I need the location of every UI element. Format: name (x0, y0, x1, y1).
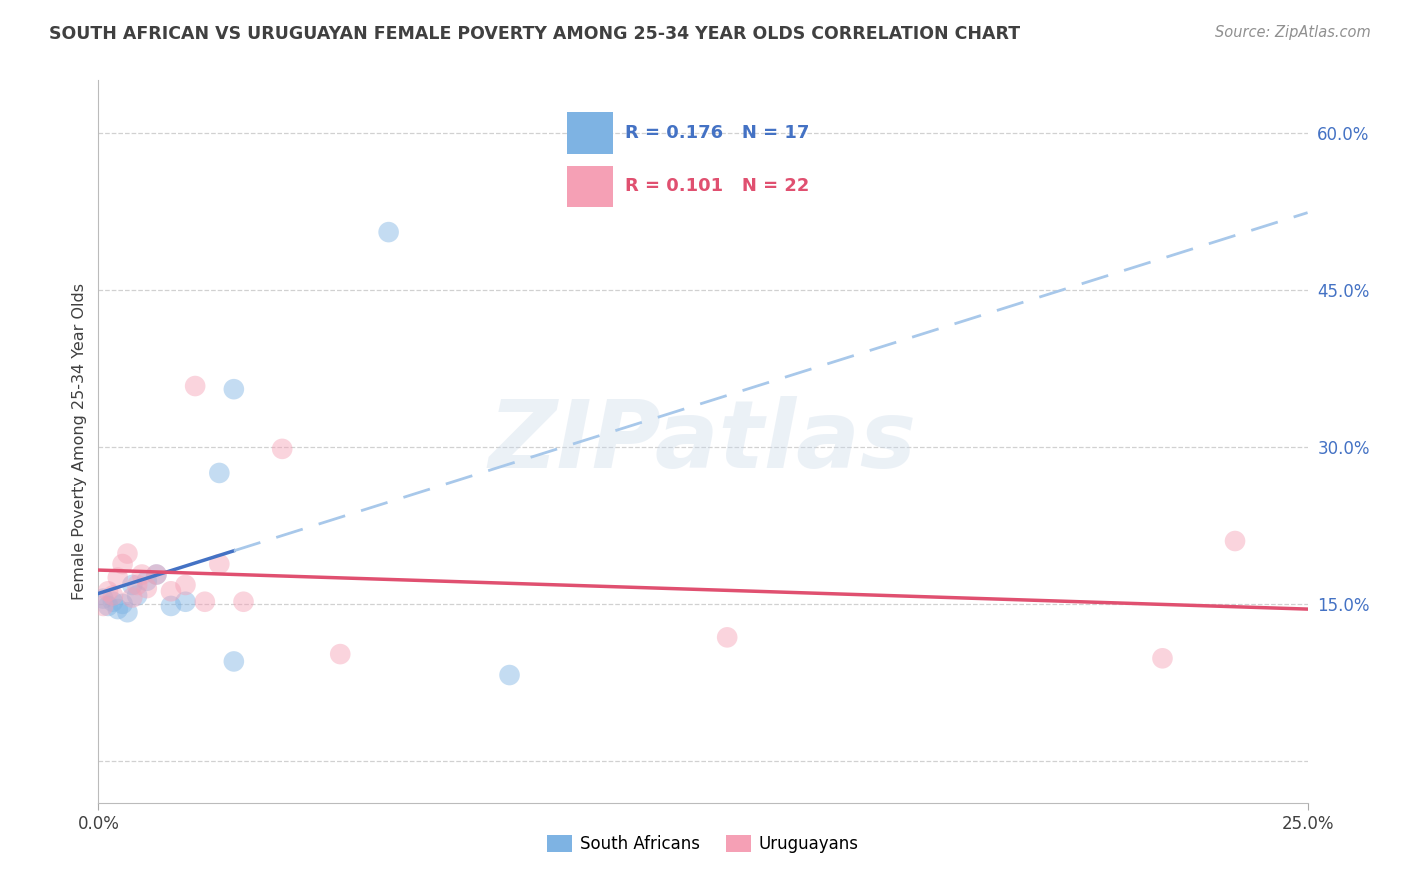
Point (208, 557, 231, 571)
Point (135, 581, 157, 595)
Point (107, 602, 129, 616)
Point (117, 547, 139, 561)
Point (232, 595, 254, 609)
Text: SOUTH AFRICAN VS URUGUAYAN FEMALE POVERTY AMONG 25-34 YEAR OLDS CORRELATION CHAR: SOUTH AFRICAN VS URUGUAYAN FEMALE POVERT… (49, 25, 1021, 43)
Point (271, 442, 294, 456)
Point (111, 557, 134, 571)
Point (91, 599, 114, 613)
Point (1223, 534, 1246, 549)
Point (111, 597, 134, 611)
Point (160, 599, 183, 613)
Point (127, 578, 149, 592)
Point (145, 567, 167, 582)
Point (194, 595, 217, 609)
Point (101, 589, 124, 603)
Point (498, 668, 520, 682)
Point (121, 591, 143, 605)
Point (107, 571, 129, 585)
Point (117, 605, 139, 619)
Y-axis label: Female Poverty Among 25-34 Year Olds: Female Poverty Among 25-34 Year Olds (72, 283, 87, 600)
Point (329, 647, 352, 661)
Point (160, 584, 183, 599)
Legend: South Africans, Uruguayans: South Africans, Uruguayans (540, 828, 866, 860)
Point (145, 567, 167, 582)
Point (91, 591, 114, 606)
Text: Source: ZipAtlas.com: Source: ZipAtlas.com (1215, 25, 1371, 40)
Point (222, 655, 245, 669)
Point (135, 574, 157, 588)
Point (716, 631, 738, 645)
Point (377, 225, 399, 239)
Point (97, 599, 120, 613)
Point (101, 595, 124, 609)
Point (121, 578, 143, 592)
Text: ZIPatlas: ZIPatlas (489, 395, 917, 488)
Point (131, 567, 153, 582)
Point (1152, 651, 1174, 665)
Point (127, 589, 149, 603)
Point (208, 466, 231, 480)
Point (97, 584, 120, 599)
Point (184, 379, 207, 393)
Point (222, 382, 245, 396)
Point (174, 595, 197, 609)
Point (174, 578, 197, 592)
